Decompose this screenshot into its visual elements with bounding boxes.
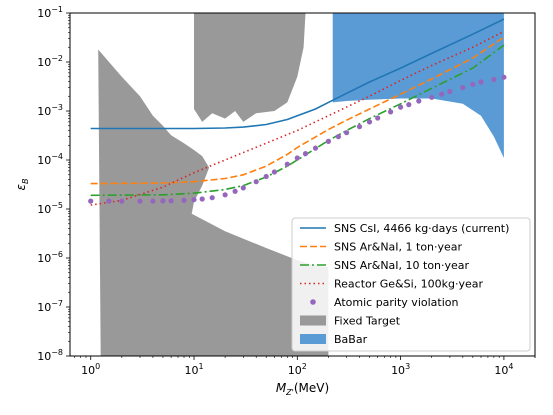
y-tick-label: 10−3 [37, 103, 63, 118]
atomic-parity-violation-point [294, 155, 300, 161]
atomic-parity-violation-point [406, 102, 412, 108]
x-axis-label: MZ'(MeV) [276, 381, 329, 397]
atomic-parity-violation-point [344, 130, 350, 136]
x-tick-label: 101 [184, 362, 203, 377]
atomic-parity-violation-point [356, 124, 363, 130]
atomic-parity-violation-point [375, 115, 381, 121]
y-tick-label: 10−8 [37, 348, 63, 363]
y-tick-label: 10−6 [37, 250, 63, 265]
atomic-parity-violation-point [222, 192, 228, 198]
sns-ar-nai-1-ton-year-line [90, 36, 505, 185]
legend-label: SNS Ar&NaI, 1 ton·year [334, 241, 463, 254]
y-tick-label: 10−7 [37, 299, 63, 314]
atomic-parity-violation-point [302, 151, 309, 157]
legend-label: SNS Ar&NaI, 10 ton·year [334, 259, 470, 272]
legend-swatch [300, 315, 326, 326]
y-axis-label: εB [14, 179, 30, 191]
atomic-parity-violation-point [191, 197, 197, 203]
atomic-parity-violation-point [253, 179, 259, 185]
atomic-parity-violation-point [232, 188, 238, 194]
x-tick-label: 102 [288, 362, 307, 377]
atomic-parity-violation-point [398, 104, 404, 110]
legend-label: Fixed Target [334, 315, 401, 328]
atomic-parity-violation-point [439, 91, 445, 97]
legend-label: SNS CsI, 4466 kg·days (current) [334, 222, 509, 235]
atomic-parity-violation-point [491, 76, 497, 83]
atomic-parity-violation-point [366, 119, 373, 125]
x-tick-label: 100 [81, 362, 100, 377]
atomic-parity-violation-point [388, 109, 394, 115]
legend-label: Atomic parity violation [334, 296, 459, 309]
atomic-parity-violation-point [199, 196, 205, 202]
legend-label: BaBar [334, 333, 368, 346]
reactor-ge-si-100kg-year-line [90, 30, 505, 206]
legend-swatch [310, 299, 316, 305]
fixed-target-area-upper [194, 13, 306, 122]
atomic-parity-violation-point [470, 81, 476, 87]
legend-box [291, 217, 531, 352]
atomic-parity-violation-point [181, 197, 187, 203]
atomic-parity-violation-point [284, 161, 290, 167]
atomic-parity-violation-point [106, 198, 112, 204]
y-tick-label: 10−2 [37, 54, 63, 69]
atomic-parity-violation-point [160, 198, 166, 204]
shaded-areas [98, 13, 504, 356]
curves [88, 18, 507, 206]
y-tick-label: 10−1 [37, 5, 63, 20]
y-tick-label: 10−5 [37, 201, 63, 216]
fixed-target-area [98, 49, 329, 356]
legend-label: Reactor Ge&Si, 100kg·year [334, 278, 484, 291]
atomic-parity-violation-point [447, 88, 453, 95]
atomic-parity-violation-point [335, 134, 341, 140]
atomic-parity-violation-point [88, 198, 94, 204]
atomic-parity-violation-point [460, 85, 466, 91]
plot-frame [69, 12, 536, 357]
atomic-parity-violation-point [271, 169, 277, 175]
atomic-parity-violation-point [478, 79, 484, 85]
atomic-parity-violation-point [137, 198, 143, 204]
legend-swatch [300, 334, 326, 344]
sns-csi-4466-kg-days-current-line [90, 18, 505, 130]
x-tick-label: 104 [494, 362, 513, 377]
atomic-parity-violation-point [240, 185, 246, 191]
atomic-parity-violation-point [263, 173, 269, 180]
atomic-parity-violation-point [119, 198, 125, 204]
atomic-parity-violation-point [429, 94, 435, 100]
atomic-parity-violation-point [416, 98, 422, 104]
atomic-parity-violation-point [325, 138, 331, 144]
legend: SNS CsI, 4466 kg·days (current) SNS Ar&Na… [291, 217, 531, 352]
atomic-parity-violation-point [150, 198, 156, 204]
atomic-parity-violation-point [168, 198, 174, 204]
x-axis-ticks: 100 101 102 103 104 [74, 356, 536, 377]
atomic-parity-violation-point [501, 74, 507, 80]
babar-area [332, 13, 504, 158]
y-axis-ticks: 10−8 10−7 10−6 10−5 10−4 10−3 10−2 10−1 [37, 5, 70, 363]
y-tick-label: 10−4 [37, 152, 63, 167]
x-tick-label: 103 [391, 362, 410, 377]
atomic-parity-violation-point [209, 195, 215, 201]
atomic-parity-violation-point [312, 145, 319, 151]
